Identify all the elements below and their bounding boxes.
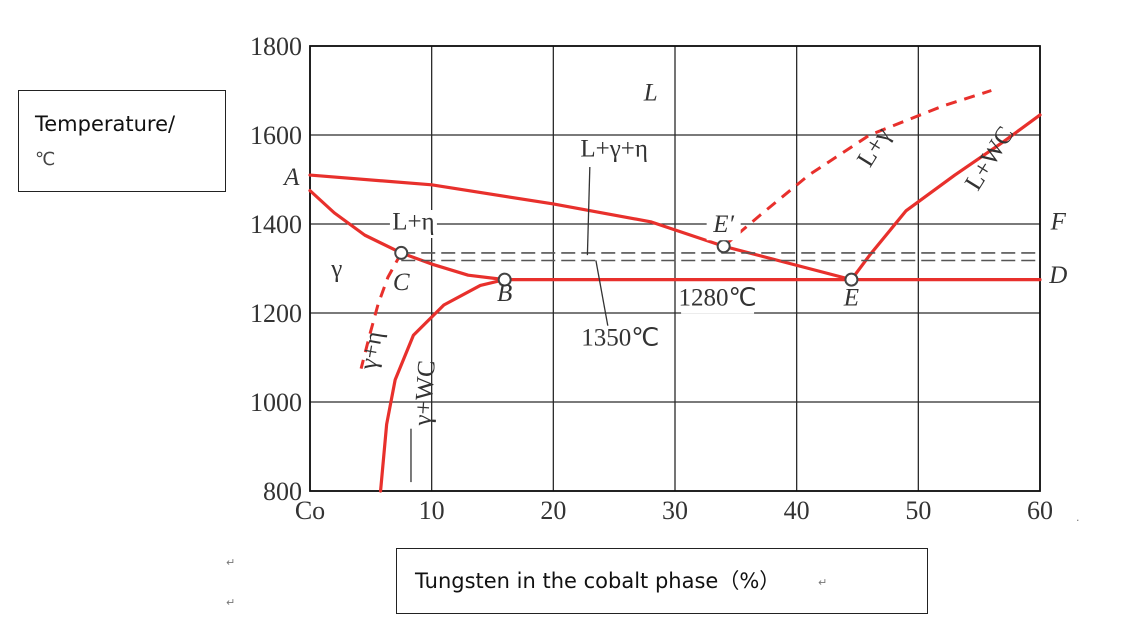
x-axis-label-box: Tungsten in the cobalt phase（%）: [396, 548, 928, 614]
region-label: E′: [712, 211, 734, 238]
region-label: D: [1048, 262, 1067, 289]
leader-lines: [410, 167, 609, 483]
region-label: γ+η: [355, 329, 388, 372]
x-tick-label: 60: [1027, 496, 1053, 525]
y-tick-label: 1200: [250, 299, 302, 328]
x-tick-label: 30: [662, 496, 688, 525]
invariant-points: [394, 239, 859, 287]
region-label: L+γ+η: [580, 135, 648, 162]
region-label: L+η: [392, 209, 434, 236]
return-mark-icon: ↵: [226, 556, 236, 569]
label-background: [681, 285, 755, 314]
phase-boundary-line: [722, 244, 854, 282]
phase-boundary-line: [849, 113, 1042, 282]
region-label: 1280℃: [679, 284, 757, 311]
region-label: γ: [330, 255, 342, 282]
y-axis-unit: ℃: [35, 149, 56, 170]
region-label: 1350℃: [581, 324, 659, 351]
phase-boundary-line: [399, 251, 507, 282]
label-background: [706, 212, 741, 241]
region-label: B: [497, 280, 512, 307]
leader-line: [586, 167, 591, 256]
y-tick-label: 800: [263, 477, 302, 506]
region-label: F: [1050, 209, 1067, 236]
y-tick-label: 1600: [250, 121, 302, 150]
label-background: [577, 136, 651, 165]
invariant-point-marker: [394, 245, 409, 260]
x-tick-label: 20: [540, 496, 566, 525]
x-tick-label: 10: [419, 496, 445, 525]
label-background: [583, 325, 657, 354]
phase-boundary-line: [378, 278, 507, 493]
anchor-dot-icon: ·: [1076, 514, 1080, 527]
invariant-point-marker: [844, 272, 859, 287]
region-label: A: [282, 164, 300, 191]
phase-boundary-line: [722, 89, 992, 248]
y-tick-label: 1400: [250, 210, 302, 239]
tick-labels: Co 10 20 30 40 50 60 800 1000 1200 1400 1600 1800: [250, 32, 1053, 525]
y-axis-label-box: Temperature/ ℃: [18, 90, 226, 192]
x-axis-label: Tungsten in the cobalt phase（%）: [415, 569, 781, 593]
y-tick-label: 1800: [250, 32, 302, 61]
return-mark-icon: ↵: [818, 576, 828, 589]
phase-boundary-line: [308, 189, 403, 255]
region-label: C: [393, 269, 410, 296]
plot-frame: [309, 45, 1041, 492]
invariant-point-marker: [716, 239, 731, 254]
y-tick-label: 1000: [250, 388, 302, 417]
x-tick-label: 40: [784, 496, 810, 525]
phase-boundaries: [308, 89, 1042, 493]
x-tick-label: Co: [295, 496, 325, 525]
region-label: L+γ: [852, 123, 896, 172]
phase-boundary-line: [308, 173, 726, 248]
phase-boundary-line: [359, 252, 403, 369]
return-mark-icon: ↵: [226, 596, 236, 609]
y-axis-label: Temperature/: [35, 112, 176, 136]
leader-line: [595, 260, 609, 328]
region-label: γ+WC: [409, 359, 441, 427]
region-label: E: [843, 284, 859, 311]
label-background: [389, 210, 437, 238]
invariant-point-marker: [497, 272, 512, 287]
region-label: L+WC: [960, 122, 1020, 195]
region-label: L: [643, 80, 658, 107]
plot-border: [309, 45, 1041, 492]
x-tick-label: 50: [905, 496, 931, 525]
